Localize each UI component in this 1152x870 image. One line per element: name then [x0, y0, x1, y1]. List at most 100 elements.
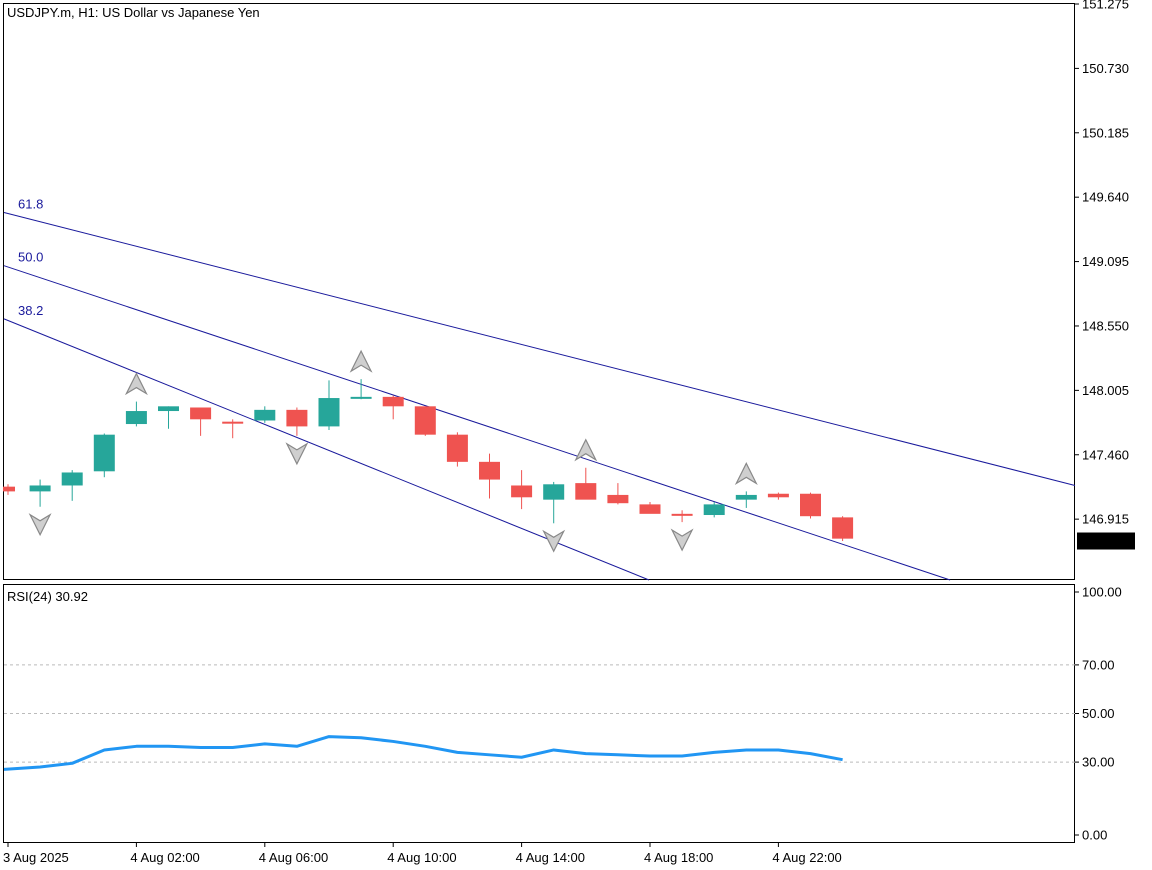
candle	[125, 401, 147, 427]
candle-body	[158, 406, 179, 412]
candle-body	[29, 485, 51, 492]
fractal-down-icon	[285, 442, 309, 466]
candle-body	[3, 486, 15, 492]
price-tick-label: 150.730	[1082, 61, 1129, 76]
candle-body	[286, 409, 308, 427]
price-axis: 151.275 150.730 150.185 149.640 149.095 148.5…	[1075, 0, 1129, 527]
candle	[832, 516, 854, 542]
rsi-title: RSI(24) 30.92	[7, 589, 88, 604]
fractal-up-icon	[349, 349, 373, 373]
candle-body	[800, 493, 821, 517]
candle	[511, 470, 533, 510]
fan-level-label: 38.2	[18, 303, 43, 318]
price-tick-label: 148.005	[1082, 383, 1129, 398]
time-tick-label: 3 Aug 2025	[3, 850, 69, 865]
candle-body	[318, 398, 340, 427]
rsi-tick-label: 50.00	[1082, 706, 1115, 721]
candle	[414, 406, 436, 436]
candle-body	[607, 494, 629, 504]
candle-body	[767, 493, 789, 498]
current-price-box	[1077, 532, 1135, 550]
rsi-tick-label: 70.00	[1082, 657, 1115, 672]
chart-title: USDJPY.m, H1: US Dollar vs Japanese Yen	[7, 5, 260, 20]
candle-body	[832, 517, 854, 539]
price-tick-label: 148.550	[1082, 318, 1129, 333]
rsi-tick-label: 100.00	[1082, 585, 1122, 600]
fractal-down-icon	[670, 528, 694, 552]
price-tick-label: 147.460	[1082, 447, 1129, 462]
fractal-up-icon	[734, 462, 758, 485]
rsi-level-lines	[4, 664, 1075, 763]
candle	[607, 483, 629, 505]
candle	[735, 491, 757, 508]
price-tick-label: 151.275	[1082, 0, 1129, 12]
time-tick-label: 4 Aug 10:00	[387, 850, 456, 865]
fan-line	[3, 265, 951, 581]
rsi-axis: 100.00 70.00 50.00 30.00 0.00	[1075, 585, 1122, 843]
candle	[446, 432, 468, 467]
candle-body	[511, 485, 533, 498]
time-tick-label: 4 Aug 18:00	[644, 850, 713, 865]
fractal-down-icon	[542, 529, 566, 553]
candle	[190, 407, 212, 436]
candle-body	[543, 484, 565, 500]
price-pane-frame	[3, 3, 1075, 580]
fractal-up-icon	[124, 372, 148, 396]
candle	[3, 484, 15, 495]
candle	[61, 470, 83, 501]
candles	[3, 379, 854, 542]
fan-line	[3, 212, 1076, 486]
candle-body	[222, 421, 244, 424]
fractals	[28, 349, 758, 553]
time-tick-label: 4 Aug 14:00	[516, 850, 585, 865]
fan-level-label: 50.0	[18, 250, 43, 265]
candle	[800, 492, 821, 519]
candle	[543, 481, 565, 524]
rsi-line	[3, 735, 843, 771]
current-price-marker: 146.730	[1077, 532, 1135, 550]
candle	[382, 395, 404, 420]
candle	[671, 510, 693, 523]
price-tick-label: 149.095	[1082, 254, 1129, 269]
candle-body	[446, 434, 468, 462]
time-tick-label: 4 Aug 02:00	[130, 850, 199, 865]
candle	[479, 453, 500, 499]
current-price-label: 146.730	[1082, 534, 1129, 549]
candle-body	[350, 396, 372, 399]
candle	[29, 479, 51, 507]
candle-body	[703, 504, 725, 516]
candle	[767, 492, 789, 500]
candle	[254, 406, 276, 423]
rsi-line-group	[3, 735, 843, 771]
candle-body	[93, 434, 115, 472]
candle	[703, 502, 725, 518]
candle-body	[254, 409, 276, 421]
candle	[350, 379, 372, 400]
candle-body	[190, 407, 212, 420]
rsi-tick-label: 30.00	[1082, 755, 1115, 770]
candle	[318, 380, 340, 430]
candle	[222, 419, 244, 439]
candle	[286, 407, 308, 436]
fan-line	[3, 318, 650, 581]
fibonacci-fan[interactable]: 61.8 50.0 38.2	[3, 197, 1076, 581]
rsi-tick-label: 0.00	[1082, 828, 1107, 843]
price-tick-label: 146.915	[1082, 512, 1129, 527]
candle-body	[671, 513, 693, 516]
fractal-up-icon	[574, 438, 598, 462]
candle	[639, 502, 661, 514]
candle-body	[125, 411, 147, 425]
time-tick-label: 4 Aug 06:00	[259, 850, 328, 865]
time-tick-label: 4 Aug 22:00	[772, 850, 841, 865]
fractal-down-icon	[28, 513, 52, 537]
candle	[93, 433, 115, 478]
candle-body	[735, 494, 757, 500]
fan-level-label: 61.8	[18, 197, 43, 212]
candle-body	[414, 406, 436, 435]
price-tick-label: 150.185	[1082, 125, 1129, 140]
price-tick-label: 149.640	[1082, 190, 1129, 205]
candle	[158, 406, 179, 429]
time-axis: 3 Aug 2025 4 Aug 02:00 4 Aug 06:00 4 Aug 10…	[3, 843, 842, 865]
candle-body	[382, 396, 404, 407]
